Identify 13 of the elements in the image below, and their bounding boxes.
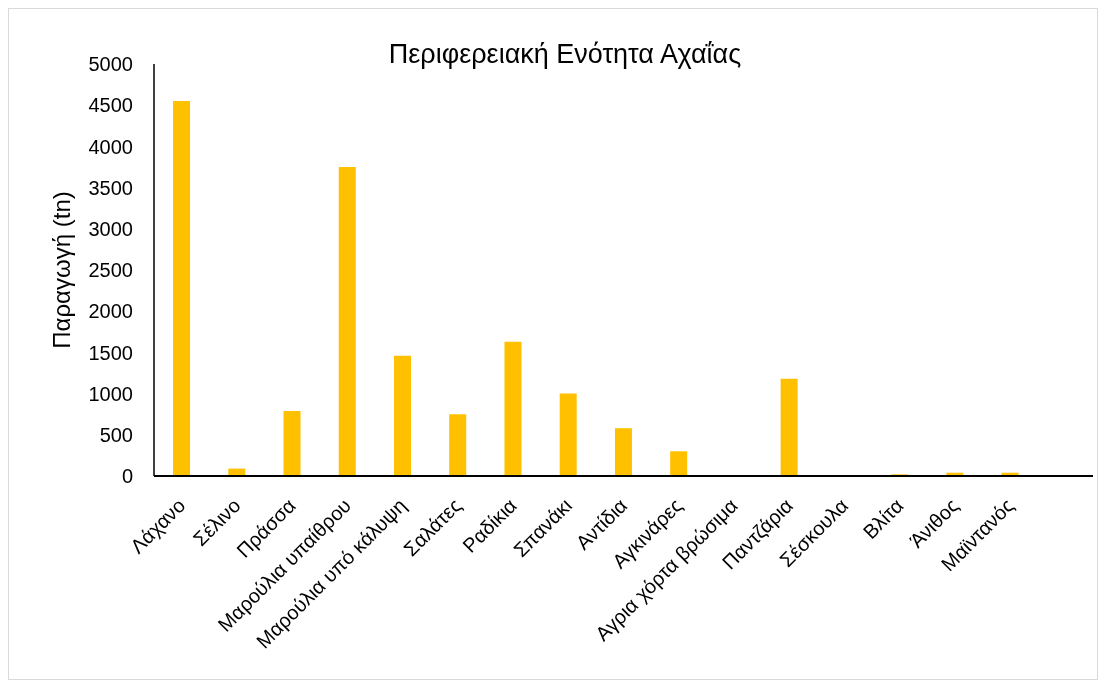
y-tick-label: 3000 xyxy=(88,217,133,240)
y-tick-label: 3500 xyxy=(88,176,133,199)
y-tick-label: 500 xyxy=(99,423,133,446)
y-tick-label: 5000 xyxy=(88,53,133,76)
y-tick-label: 4000 xyxy=(88,135,133,158)
y-tick-label: 2500 xyxy=(88,259,133,282)
y-tick-label: 2000 xyxy=(88,300,133,323)
y-tick-label: 1000 xyxy=(88,382,133,405)
y-tick-label: 0 xyxy=(121,465,133,488)
y-axis-title: Παραγωγή (tn) xyxy=(47,191,75,349)
y-tick-label: 4500 xyxy=(88,94,133,117)
y-tick-label: 1500 xyxy=(88,341,133,364)
chart-title: Περιφερειακή Ενότητα Αχαΐας xyxy=(387,38,743,70)
